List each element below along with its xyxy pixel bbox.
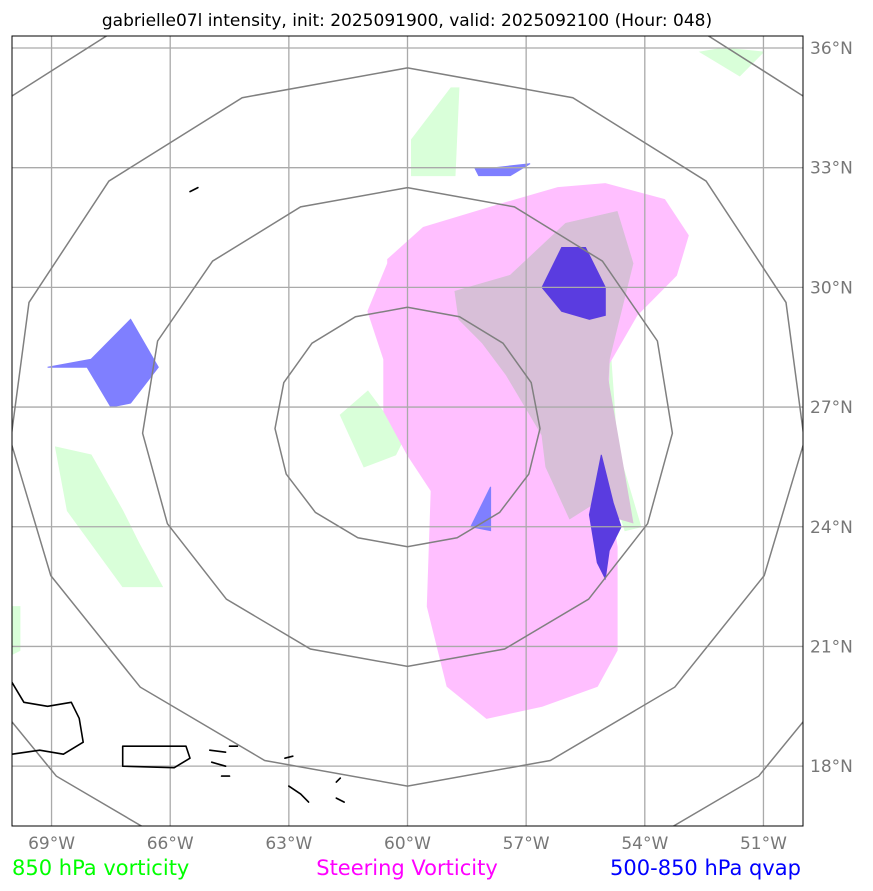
latitude-tick-labels: 36°N 33°N 30°N 27°N 24°N 21°N 18°N (810, 39, 853, 777)
coastline (335, 777, 342, 783)
lon-tick-label: 54°W (621, 834, 668, 854)
coastlines (12, 186, 356, 834)
map-title: gabrielle07l intensity, init: 2025091900… (102, 11, 712, 31)
lat-tick-label: 18°N (810, 757, 853, 777)
lon-tick-label: 63°W (265, 834, 312, 854)
coastline (210, 761, 227, 768)
legend-steering: Steering Vorticity (316, 856, 498, 880)
lat-tick-label: 36°N (810, 39, 853, 59)
vort850-region-4 (698, 47, 765, 77)
coastline (189, 186, 199, 193)
vort850-region-5 (12, 606, 21, 655)
coastline (335, 797, 346, 803)
plot-frame (11, 35, 804, 827)
qvap-region-1 (47, 318, 159, 408)
lon-tick-label: 69°W (28, 834, 75, 854)
coastline (284, 755, 294, 760)
coastline (121, 745, 191, 769)
legend-vort850: 850 hPa vorticity (12, 856, 189, 880)
range-ring (12, 67, 803, 787)
legend-qvap: 500-850 hPa qvap (610, 856, 801, 880)
vort850-region-2 (54, 446, 164, 588)
coastline (209, 749, 227, 754)
overlap-region-1 (596, 307, 634, 524)
qvap-core-region-1 (588, 454, 622, 581)
coastline (287, 785, 310, 803)
lon-tick-label: 57°W (503, 834, 550, 854)
qvap-core-region-0 (541, 247, 606, 320)
coastline (348, 830, 356, 834)
lon-tick-label: 60°W (384, 834, 431, 854)
range-ring (274, 306, 541, 548)
vort850-region-0 (411, 87, 460, 177)
qvap-region-2 (470, 486, 492, 532)
lat-tick-label: 24°N (810, 518, 853, 538)
lat-tick-label: 30°N (810, 278, 853, 298)
longitude-tick-labels: 69°W 66°W 63°W 60°W 57°W 54°W 51°W (28, 834, 787, 854)
lat-tick-label: 33°N (810, 159, 853, 179)
vort850-region-1 (339, 390, 405, 468)
lon-tick-label: 66°W (147, 834, 194, 854)
lat-tick-label: 21°N (810, 637, 853, 657)
coastline (12, 681, 84, 756)
range-ring (141, 186, 674, 668)
lat-tick-label: 27°N (810, 398, 853, 418)
lon-tick-label: 51°W (740, 834, 787, 854)
